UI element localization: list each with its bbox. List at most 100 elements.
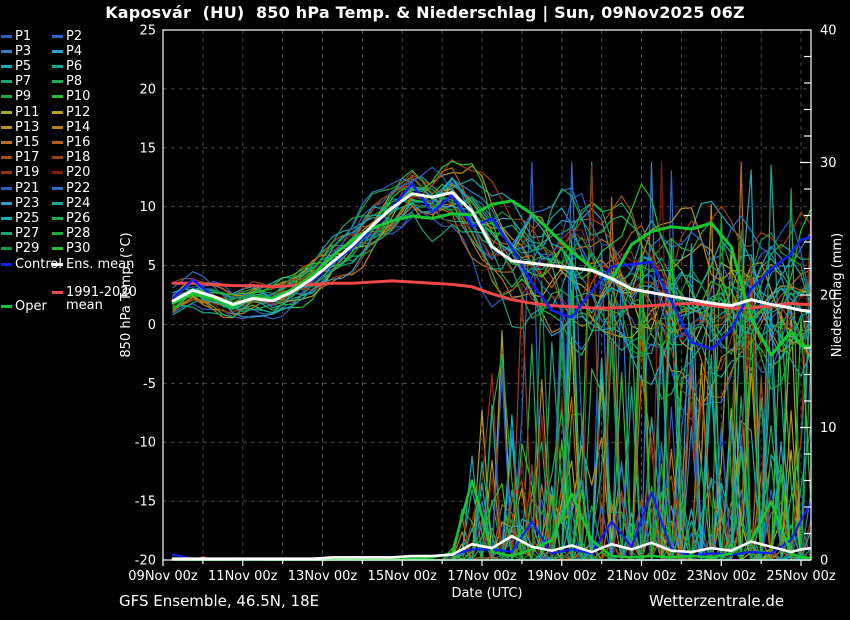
legend-item-p21: P21 — [1, 181, 39, 195]
legend-item-oper: Oper — [1, 299, 47, 313]
legend-item-p6: P6 — [52, 59, 82, 73]
legend-item-p13: P13 — [1, 120, 39, 134]
y-left-axis-title: 850 hPa Temp. (°C) — [119, 232, 134, 357]
series-layer — [171, 159, 811, 561]
legend-item-1991-2020-mean: 1991-2020 mean — [52, 286, 138, 314]
y-left-tick-label: 25 — [139, 24, 156, 39]
y-left-tick-label: 15 — [139, 141, 156, 156]
legend-swatch — [52, 125, 63, 129]
legend-swatch — [52, 232, 63, 236]
legend-swatch — [1, 201, 12, 205]
legend-item-p20: P20 — [52, 166, 90, 180]
legend-label: P24 — [66, 195, 91, 211]
legend-item-p19: P19 — [1, 166, 39, 180]
legend-item-p27: P27 — [1, 227, 39, 241]
legend-item-p5: P5 — [1, 59, 31, 73]
y-right-tick-label: 40 — [820, 24, 837, 39]
legend-label: P28 — [66, 226, 91, 242]
legend-swatch — [1, 49, 12, 53]
member-temp-line — [172, 196, 811, 374]
y-left-tick-label: -10 — [135, 436, 156, 451]
1991-2020-mean-temp-line — [171, 279, 811, 310]
legend-swatch — [52, 34, 63, 38]
legend-label: P14 — [66, 119, 91, 135]
legend-label: P15 — [15, 134, 40, 150]
y-right-tick-label: 30 — [820, 156, 837, 171]
legend-swatch — [52, 291, 63, 294]
x-tick-label: 23Nov 00z — [687, 569, 757, 584]
legend-swatch — [1, 156, 12, 160]
legend-item-p2: P2 — [52, 29, 82, 43]
legend-label: P1 — [15, 28, 32, 44]
x-tick-label: 17Nov 00z — [447, 569, 517, 584]
legend-item-p8: P8 — [52, 75, 82, 89]
x-tick-label: 15Nov 00z — [368, 569, 438, 584]
y-left-tick-label: 10 — [139, 200, 156, 215]
legend-item-p1: P1 — [1, 29, 31, 43]
legend-item-p14: P14 — [52, 120, 90, 134]
footer-source: Wetterzentrale.de — [649, 592, 785, 610]
oper-temp-line — [171, 199, 811, 357]
member-temp-line — [172, 169, 811, 329]
legend-swatch — [52, 171, 63, 175]
member-temp-line — [172, 183, 811, 368]
legend-swatch — [1, 304, 12, 308]
legend-label: Ens. mean — [66, 256, 135, 272]
legend-label: P2 — [66, 28, 83, 44]
legend-swatch — [1, 80, 12, 84]
y-right-tick-label: 20 — [820, 289, 837, 304]
legend-swatch — [1, 95, 12, 99]
legend-item-p7: P7 — [1, 75, 31, 89]
legend-swatch — [52, 262, 63, 266]
legend-item-p23: P23 — [1, 196, 39, 210]
legend-item-p17: P17 — [1, 151, 39, 165]
legend-swatch — [1, 186, 12, 190]
member-temp-line — [172, 177, 811, 378]
legend-swatch — [1, 171, 12, 175]
legend-label: P13 — [15, 119, 40, 135]
legend-item-p25: P25 — [1, 211, 39, 225]
legend-swatch — [52, 216, 63, 220]
legend-label: P22 — [66, 180, 91, 196]
legend-swatch — [1, 110, 12, 114]
chart-title: Kaposvár (HU) 850 hPa Temp. & Niederschl… — [105, 3, 745, 22]
legend-swatch — [52, 201, 63, 205]
y-left-tick-label: 0 — [148, 318, 156, 333]
legend-label: P5 — [15, 58, 32, 74]
legend-swatch — [52, 140, 63, 144]
legend-swatch — [1, 262, 12, 266]
y-right-tick-label: 0 — [820, 554, 828, 569]
legend-item-p4: P4 — [52, 44, 82, 58]
y-left-tick-label: 20 — [139, 82, 156, 97]
x-tick-label: 25Nov 00z — [766, 569, 836, 584]
legend-label: P16 — [66, 134, 91, 150]
legend-label: P17 — [15, 150, 40, 166]
legend-label: P30 — [66, 241, 91, 257]
y-left-tick-label: -20 — [135, 554, 156, 569]
legend-label: P11 — [15, 104, 40, 120]
legend-label: Control — [15, 256, 62, 272]
legend-label: P27 — [15, 226, 40, 242]
legend-item-p10: P10 — [52, 90, 90, 104]
legend-swatch — [1, 64, 12, 68]
member-temp-line — [172, 211, 811, 400]
legend-label: P21 — [15, 180, 40, 196]
legend-item-p29: P29 — [1, 242, 39, 256]
legend-label: P12 — [66, 104, 91, 120]
legend-label: P25 — [15, 210, 40, 226]
member-temp-line — [172, 176, 811, 309]
legend-label: P6 — [66, 58, 83, 74]
legend-swatch — [52, 95, 63, 99]
legend-label: P7 — [15, 74, 32, 90]
member-temp-line — [172, 160, 811, 321]
legend-label: P8 — [66, 74, 83, 90]
legend-item-ens-mean: Ens. mean — [52, 257, 134, 271]
legend-item-control: Control — [1, 257, 62, 271]
legend-swatch — [52, 49, 63, 53]
legend-item-p15: P15 — [1, 135, 39, 149]
legend-swatch — [1, 140, 12, 144]
x-tick-label: 11Nov 00z — [208, 569, 278, 584]
legend-label: P19 — [15, 165, 40, 181]
